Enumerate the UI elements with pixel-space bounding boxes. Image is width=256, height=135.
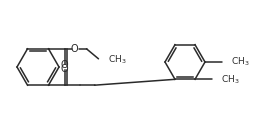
Text: O: O xyxy=(61,64,68,74)
Text: O: O xyxy=(61,60,68,70)
Text: CH$_3$: CH$_3$ xyxy=(221,73,240,86)
Text: CH$_3$: CH$_3$ xyxy=(231,56,250,68)
Text: CH$_3$: CH$_3$ xyxy=(108,54,126,66)
Text: O: O xyxy=(71,44,78,54)
